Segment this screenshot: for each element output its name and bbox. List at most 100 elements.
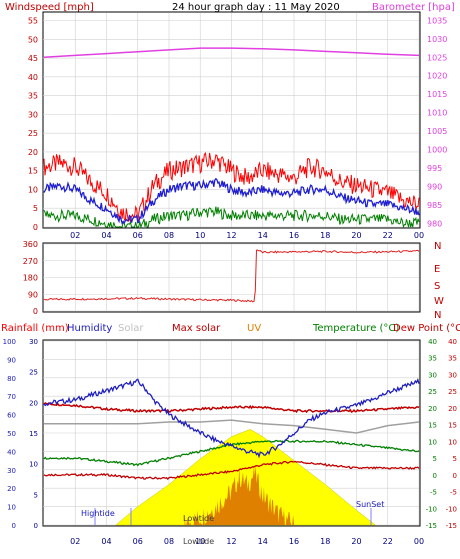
barometer-tick-label: 980: [427, 219, 442, 228]
rainfall-tick-label: 0: [34, 522, 38, 530]
wind-time-tick-label: 16: [289, 231, 299, 240]
humidity-tick-label: 20: [7, 485, 16, 493]
barometer-tick-label: 1005: [427, 127, 447, 136]
temperature-time-tick-label: 10: [195, 537, 205, 546]
temperature-tick-label: -15: [426, 522, 437, 530]
temperature-tick-label: 20: [428, 405, 437, 413]
sunlight-area: [115, 429, 377, 526]
direction-degree-ticks: 0 90 180 270 360: [23, 240, 38, 316]
humidity-tick-label: 30: [7, 467, 16, 475]
rainfall-tick-label: 30: [29, 338, 38, 346]
wind-time-tick-label: 02: [70, 231, 80, 240]
barometer-tick-label: 995: [427, 164, 442, 173]
wind-time-tick-label: 14: [258, 231, 268, 240]
humidity-tick-label: 80: [7, 375, 16, 383]
compass-label: W: [434, 296, 444, 307]
temperature-time-tick-label: 02: [70, 537, 80, 546]
windspeed-tick-label: 30: [28, 110, 38, 119]
temperature-tick-label: 15: [428, 422, 437, 430]
temperature-tick-label: -10: [426, 505, 437, 513]
temperature-tick-label: 10: [428, 438, 437, 446]
dew-point-tick-label: -15: [446, 522, 457, 530]
windspeed-tick-label: 35: [28, 92, 38, 101]
humidity-tick-label: 90: [7, 356, 16, 364]
humidity-tick-label: 60: [7, 412, 16, 420]
temperature-time-ticks: 02 04 06 08 10 12 14 16 18 20 22 00: [70, 537, 424, 546]
barometer-tick-label: 1035: [427, 16, 447, 25]
windspeed-tick-label: 50: [28, 35, 38, 44]
humidity-tick-label: 0: [12, 522, 16, 530]
wind-time-tick-label: 12: [226, 231, 236, 240]
rainfall-tick-label: 15: [29, 430, 38, 438]
humidity-ticks: 0 10 20 30 40 50 60 70 80 90 100: [3, 338, 16, 530]
temperature-time-tick-label: 18: [320, 537, 330, 546]
compass-label: E: [434, 264, 440, 275]
temperature-legend-label: Temperature (°C): [312, 323, 399, 334]
windspeed-tick-label: 10: [28, 185, 38, 194]
temperature-tick-label: 0: [433, 472, 437, 480]
humidity-tick-label: 100: [3, 338, 16, 346]
temperature-time-tick-label: 16: [289, 537, 299, 546]
dew-point-tick-label: 35: [448, 355, 457, 363]
temperature-tick-label: 5: [433, 455, 437, 463]
dew-point-tick-label: 15: [448, 422, 457, 430]
barometer-tick-label: 1020: [427, 72, 447, 81]
barometer-axis-title: Barometer [hpa]: [372, 2, 455, 13]
dew-point-tick-label: 40: [448, 338, 457, 346]
wind-time-tick-label: 18: [320, 231, 330, 240]
direction-tick-label: 90: [28, 290, 38, 299]
temperature-time-tick-label: 08: [164, 537, 174, 546]
max-solar-series-line: [43, 401, 420, 414]
temperature-tick-label: 25: [428, 388, 437, 396]
wind-direction-series-line: [43, 249, 420, 303]
dew-point-tick-label: 30: [448, 371, 457, 379]
hightide-annotation: Hightide: [81, 509, 115, 518]
temperature-time-tick-label: 12: [226, 537, 236, 546]
temperature-time-tick-label: 20: [351, 537, 361, 546]
dew-point-tick-label: 0: [453, 472, 457, 480]
wind-minimum-series-line: [43, 206, 420, 229]
dew-point-tick-label: 5: [453, 455, 457, 463]
rainfall-axis-title: Rainfall (mm): [1, 323, 69, 334]
temperature-time-tick-label: 06: [133, 537, 143, 546]
humidity-series-line: [43, 378, 420, 459]
dew-point-tick-label: -10: [446, 505, 457, 513]
barometer-tick-label: 990: [427, 182, 442, 191]
temperature-ticks: -15 -10 -5 0 5 10 15 20 25 30 35 40: [426, 338, 437, 530]
windspeed-axis-title: Windspeed [mph]: [5, 2, 94, 13]
compass-label: N: [434, 310, 441, 321]
temperature-time-tick-label: 00: [414, 537, 424, 546]
wind-panel: Windspeed [mph] 24 hour graph day : 11 M…: [5, 2, 455, 240]
wind-time-tick-label: 04: [101, 231, 111, 240]
temperature-panel: Rainfall (mm) Humidity Solar Max solar U…: [1, 323, 460, 546]
wind-average-series-line: [43, 177, 420, 225]
solar-series-line: [44, 419, 420, 434]
solar-legend-label: Solar: [118, 323, 144, 334]
windspeed-tick-label: 15: [28, 167, 38, 176]
humidity-tick-label: 10: [7, 504, 16, 512]
windspeed-tick-label: 5: [33, 204, 38, 213]
windspeed-tick-label: 40: [28, 73, 38, 82]
wind-time-tick-label: 20: [351, 231, 361, 240]
dew-point-tick-label: -5: [450, 489, 457, 497]
temperature-tick-label: 30: [428, 371, 437, 379]
rainfall-ticks: 0 5 10 15 20 25 30: [29, 338, 38, 530]
dew-point-tick-label: 10: [448, 438, 457, 446]
lowtide-axis-annotation: Lowtide: [183, 537, 214, 546]
rainfall-tick-label: 25: [29, 369, 38, 377]
temperature-time-tick-label: 22: [383, 537, 393, 546]
wind-time-tick-label: 08: [164, 231, 174, 240]
wind-time-tick-label: 06: [133, 231, 143, 240]
sunset-annotation: SunSet: [356, 500, 384, 509]
dew-point-tick-label: 25: [448, 388, 457, 396]
barometer-tick-label: 1000: [427, 146, 447, 155]
rainfall-tick-label: 10: [29, 461, 38, 469]
wind-gust-series-line: [43, 152, 420, 223]
barometer-ticks: 980 985 990 995 1000 1005 1010 1015 1020 1025 1030…: [427, 16, 447, 228]
direction-tick-label: 180: [23, 274, 38, 283]
dew-point-tick-label: 20: [448, 405, 457, 413]
dew-point-legend-label: Dew Point (°C): [393, 323, 460, 334]
barometer-tick-label: 985: [427, 201, 442, 210]
